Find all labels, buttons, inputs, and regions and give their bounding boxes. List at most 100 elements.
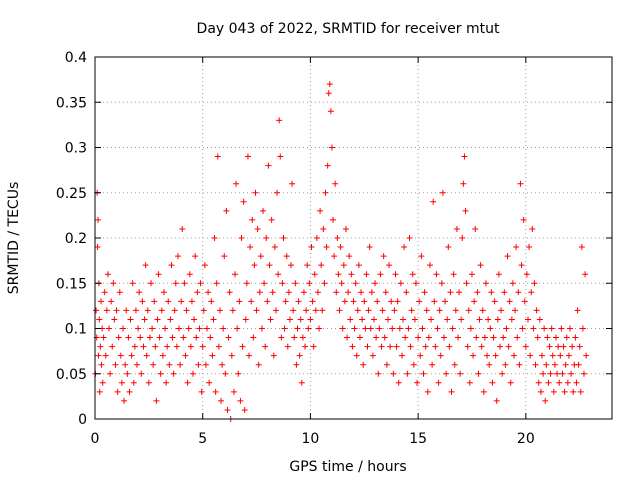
data-point <box>344 334 351 341</box>
data-point <box>354 307 361 314</box>
data-point <box>255 361 262 368</box>
data-point <box>288 262 295 269</box>
data-point <box>295 298 302 305</box>
data-point <box>320 225 327 232</box>
data-point <box>185 325 192 332</box>
data-point <box>431 298 438 305</box>
data-point <box>565 352 572 359</box>
data-point <box>281 325 288 332</box>
y-tick-label: 0.3 <box>65 141 87 157</box>
data-point <box>98 361 105 368</box>
data-point <box>123 307 130 314</box>
data-point <box>154 316 161 323</box>
data-point <box>488 289 495 296</box>
data-point <box>434 325 441 332</box>
data-point <box>111 316 118 323</box>
x-tick-label: 0 <box>91 431 100 447</box>
data-point <box>374 298 381 305</box>
data-point <box>286 316 293 323</box>
data-point <box>387 343 394 350</box>
data-point <box>298 379 305 386</box>
data-point <box>420 370 427 377</box>
data-point <box>195 361 202 368</box>
data-point <box>392 271 399 278</box>
data-point <box>117 352 124 359</box>
data-point <box>280 235 287 241</box>
data-point <box>534 334 541 341</box>
data-point <box>411 316 418 323</box>
data-point <box>386 262 393 269</box>
data-point <box>477 262 484 269</box>
data-point <box>272 307 279 314</box>
data-point <box>278 334 285 341</box>
data-point <box>529 225 536 232</box>
x-tick-label: 20 <box>517 431 535 447</box>
data-point <box>345 289 352 296</box>
data-point <box>261 280 268 287</box>
data-point <box>155 271 162 278</box>
data-point <box>124 370 131 377</box>
data-point <box>498 307 505 314</box>
data-point <box>120 325 127 332</box>
data-point <box>145 379 152 386</box>
data-point <box>249 216 256 223</box>
data-point <box>149 325 156 332</box>
data-point <box>569 343 576 350</box>
data-point <box>447 289 454 296</box>
data-point <box>177 361 184 368</box>
data-point <box>265 162 272 169</box>
data-point <box>210 316 217 323</box>
data-point <box>445 244 452 251</box>
data-point <box>140 343 147 350</box>
data-point <box>500 334 507 341</box>
data-point <box>279 280 286 287</box>
x-tick-label: 10 <box>302 431 320 447</box>
data-point <box>173 343 180 350</box>
data-point <box>160 289 167 296</box>
data-point <box>318 262 325 269</box>
data-point <box>115 334 122 341</box>
data-point <box>257 253 264 260</box>
data-point <box>393 343 400 350</box>
data-point <box>505 343 512 350</box>
data-point <box>168 262 175 269</box>
data-point <box>415 334 422 341</box>
data-point <box>401 244 408 251</box>
data-point <box>422 343 429 350</box>
y-tick-label: 0.2 <box>65 231 87 247</box>
data-point <box>220 325 227 332</box>
data-point <box>215 343 222 350</box>
data-point <box>219 361 226 368</box>
data-point <box>113 307 120 314</box>
data-point <box>235 370 242 377</box>
data-point <box>164 343 171 350</box>
data-point <box>192 253 199 260</box>
data-point <box>458 316 465 323</box>
data-point <box>110 280 117 287</box>
data-point <box>327 108 334 115</box>
data-point <box>349 343 356 350</box>
data-point <box>346 253 353 260</box>
data-point <box>282 298 289 305</box>
data-point <box>332 180 339 187</box>
data-point <box>414 379 421 386</box>
data-point <box>269 289 276 296</box>
data-point <box>212 388 219 395</box>
data-point <box>551 361 558 368</box>
data-point <box>536 316 543 323</box>
data-point <box>211 235 218 241</box>
data-point <box>476 316 483 323</box>
data-point <box>326 81 333 88</box>
data-point <box>197 280 204 287</box>
data-point <box>242 316 249 323</box>
data-point <box>456 289 463 296</box>
data-point <box>563 334 570 341</box>
data-point <box>573 379 580 386</box>
data-point <box>337 244 344 251</box>
data-point <box>578 244 585 251</box>
data-point <box>547 370 554 377</box>
data-point <box>131 343 138 350</box>
data-point <box>98 298 105 305</box>
data-point <box>439 189 446 196</box>
data-point <box>264 298 271 305</box>
